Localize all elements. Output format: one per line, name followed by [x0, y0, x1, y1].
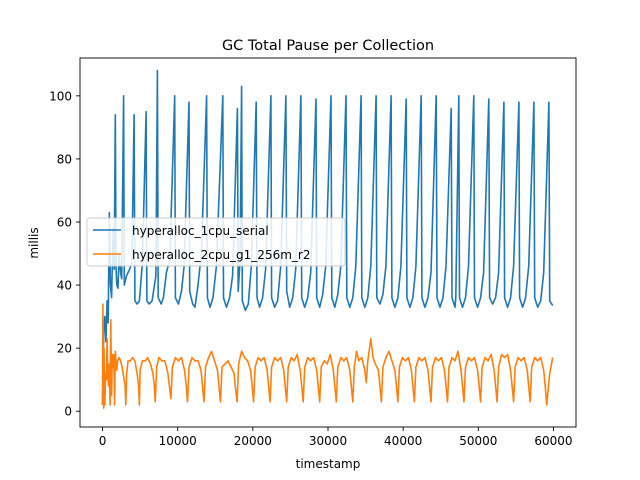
y-tick-label: 80 — [57, 152, 72, 166]
x-tick-label: 40000 — [384, 434, 422, 448]
y-tick-label: 20 — [57, 342, 72, 356]
legend-label-serial: hyperalloc_1cpu_serial — [132, 224, 269, 238]
chart-title: GC Total Pause per Collection — [222, 38, 434, 54]
series-line-1 — [101, 303, 554, 409]
y-tick-label: 0 — [64, 405, 72, 419]
y-axis: 0 20 40 60 80 100 — [49, 89, 80, 419]
series-line-0 — [101, 69, 554, 405]
x-tick-label: 50000 — [459, 434, 497, 448]
y-tick-label: 60 — [57, 216, 72, 230]
x-tick-label: 20000 — [234, 434, 272, 448]
y-tick-label: 40 — [57, 279, 72, 293]
x-tick-label: 30000 — [309, 434, 347, 448]
legend-label-g1: hyperalloc_2cpu_g1_256m_r2 — [132, 248, 310, 262]
x-axis-label: timestamp — [296, 457, 361, 471]
legend: hyperalloc_1cpu_serial hyperalloc_2cpu_g… — [86, 217, 346, 267]
x-tick-label: 10000 — [159, 434, 197, 448]
x-tick-label: 0 — [99, 434, 107, 448]
series-group — [101, 69, 554, 409]
y-axis-label: millis — [27, 227, 41, 258]
legend-box — [86, 217, 346, 267]
x-tick-label: 60000 — [534, 434, 572, 448]
y-tick-label: 100 — [49, 89, 72, 103]
x-axis: 0 10000 20000 30000 40000 50000 60000 — [99, 427, 573, 448]
